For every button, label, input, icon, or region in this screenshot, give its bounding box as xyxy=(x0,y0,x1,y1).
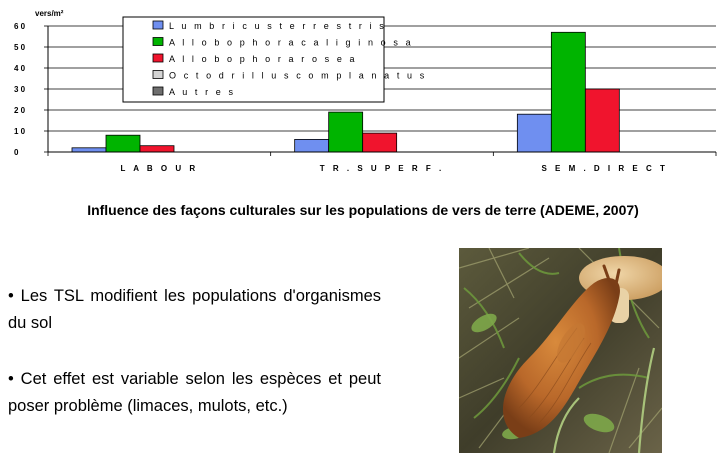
bar-chart: 0 1 0 2 0 3 0 4 0 5 0 6 0 L A B O U R T R . S U… xyxy=(14,9,717,173)
legend-swatch xyxy=(152,86,164,96)
category-label: L A B O U R xyxy=(121,164,199,173)
y-tick-labels: 0 1 0 2 0 3 0 4 0 5 0 6 0 xyxy=(14,22,26,157)
category-label: S E M . D I R E C T xyxy=(541,164,667,173)
bar xyxy=(584,88,620,153)
y-tick-label: 1 0 xyxy=(14,127,26,136)
legend-entry: A l l o b o p h o r a r o s e a xyxy=(169,54,357,64)
y-tick-label: 0 xyxy=(14,148,19,157)
y-unit-label: vers/m² xyxy=(35,9,64,18)
axes xyxy=(44,25,717,156)
bar xyxy=(550,31,586,153)
y-tick-label: 3 0 xyxy=(14,85,26,94)
paragraph-effect: • Cet effet est variable selon les espèc… xyxy=(8,370,381,415)
legend-swatch xyxy=(152,53,164,63)
legend-entry: A u t r e s xyxy=(169,87,236,97)
category-labels: L A B O U R T R . S U P E R F . S E M . D … xyxy=(121,164,667,173)
legend: L u m b r i c u s t e r r e s t r i s A l… xyxy=(122,16,427,103)
bar xyxy=(139,145,175,153)
y-tick-label: 5 0 xyxy=(14,43,26,52)
legend-entry: O c t o d r i l l u s c o m p l a n a t … xyxy=(169,71,427,81)
bars xyxy=(71,31,620,153)
paragraph-tsl: • Les TSL modifient les populations d'or… xyxy=(8,287,381,332)
bar xyxy=(362,132,398,153)
legend-entry: L u m b r i c u s t e r r e s t r i s xyxy=(169,21,386,31)
bar xyxy=(328,111,364,153)
slug-photo xyxy=(459,248,662,453)
y-tick-label: 4 0 xyxy=(14,64,26,73)
chart-caption: Influence des façons culturales sur les … xyxy=(87,202,639,218)
legend-box xyxy=(122,16,385,103)
bar xyxy=(294,138,330,153)
bar xyxy=(516,113,552,153)
y-tick-label: 2 0 xyxy=(14,106,26,115)
legend-swatch xyxy=(152,70,164,79)
category-label: T R . S U P E R F . xyxy=(320,164,444,173)
legend-entry: A l l o b o p h o r a c a l i g i n o s … xyxy=(169,38,413,48)
bar xyxy=(71,147,107,153)
legend-swatch xyxy=(152,20,164,30)
bar xyxy=(105,134,141,153)
legend-swatch xyxy=(152,37,164,46)
y-tick-label: 6 0 xyxy=(14,22,26,31)
